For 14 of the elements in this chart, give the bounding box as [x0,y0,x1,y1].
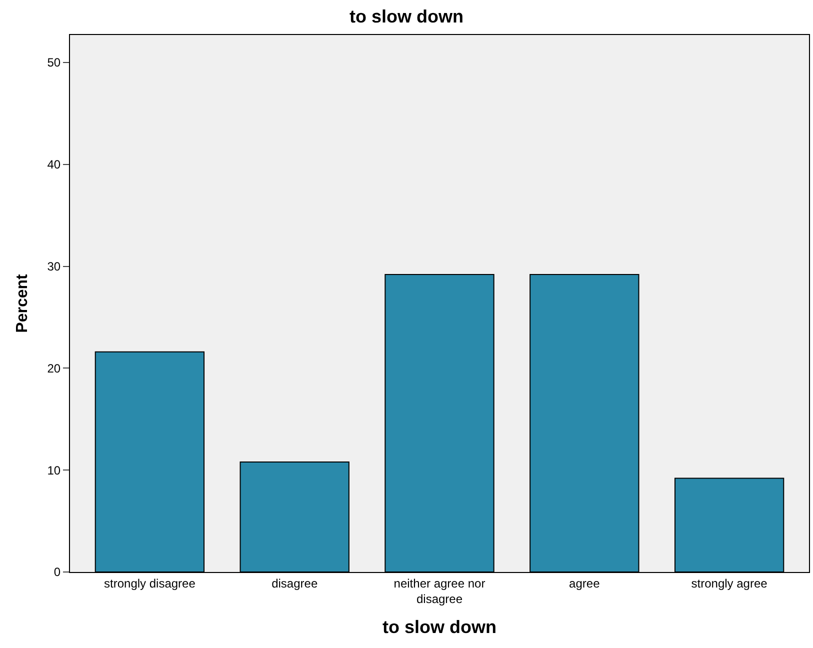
x-axis-title: to slow down [382,617,496,638]
y-tick-label: 0 [54,565,61,580]
y-tick-label: 10 [47,463,61,478]
x-tick-label: disagree [272,576,318,590]
x-tick-label: strongly disagree [104,576,196,590]
x-tick-label: strongly agree [691,576,768,590]
y-tick-label: 30 [47,260,61,274]
chart-title: to slow down [350,6,464,26]
x-tick-label: neither agree nor disagree [394,576,486,606]
y-tick-label: 20 [47,361,61,376]
y-tick-label: 50 [47,56,61,70]
y-axis-title: Percent [14,273,32,333]
x-tick-label: agree [569,576,600,590]
y-tick-label: 40 [47,158,61,172]
